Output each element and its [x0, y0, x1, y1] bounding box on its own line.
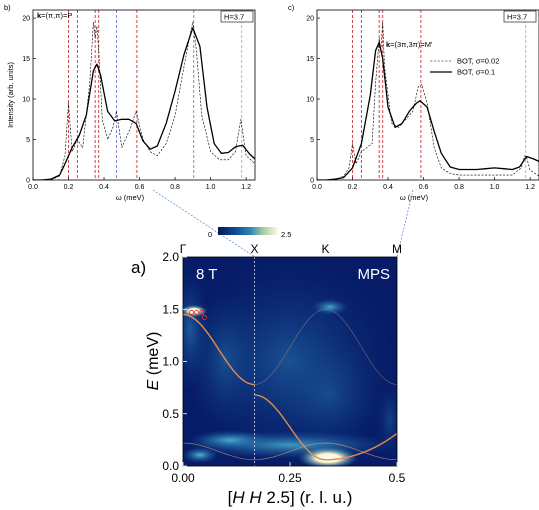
y-ticks-c: 0 5 10 15 20	[306, 16, 320, 185]
heatmap-image	[183, 257, 397, 466]
legend-label-dashed: BOT, σ=0.02	[457, 57, 499, 66]
axes-frame-c	[316, 9, 539, 181]
y-ticks-a: 0.0 0.5 1.0 1.5 2.0	[162, 250, 187, 473]
series-b	[33, 21, 255, 180]
x-tick-label: 0.25	[278, 471, 302, 485]
measured-points	[189, 309, 207, 321]
measured-point	[194, 309, 200, 315]
x-tick-label: 1.2	[525, 184, 535, 191]
y-tick-label: 20	[306, 16, 314, 23]
x-tick-label: 0.2	[64, 184, 74, 191]
legend-c: BOT, σ=0.02 BOT, σ=0.1	[430, 57, 499, 77]
sample-label: MPS	[357, 266, 390, 283]
y-tick-label: 0	[26, 178, 30, 185]
y-tick-label: 10	[306, 97, 314, 104]
y-tick-label: 0.5	[162, 407, 179, 421]
series-smooth	[317, 41, 539, 180]
y-tick-label: 1.5	[162, 302, 179, 316]
measured-point	[199, 309, 205, 315]
panel-label-b: b)	[4, 3, 11, 12]
x-tick-label: 0.5	[389, 471, 406, 485]
y-tick-label: 15	[22, 56, 30, 63]
x-tick-label: 0.8	[170, 184, 180, 191]
bottom-dispersion	[183, 442, 397, 461]
measured-point	[189, 309, 195, 315]
h-label-c: H=3.7	[507, 13, 527, 22]
h-label-b: H=3.7	[224, 13, 244, 22]
h-box-c	[503, 10, 537, 23]
x-tick-label: 1.0	[490, 184, 500, 191]
y-axis-label-a: E (meV)	[145, 332, 162, 391]
legend-label-solid: BOT, σ=0.1	[457, 68, 495, 77]
main-dispersion	[183, 313, 255, 386]
x-axis-label-b: ω (meV)	[116, 193, 145, 202]
y-tick-label: 1.0	[162, 355, 179, 369]
dispersion-heatmap: 0.00 0.25 0.5 0.0 0.5 1.0 1.5 2.0 Γ X K M 8 T MPS…	[131, 227, 406, 507]
x-tick-label: 0.2	[348, 184, 358, 191]
field-label: 8 T	[196, 266, 217, 283]
y-tick-label: 10	[22, 97, 30, 104]
axes-frame-b	[32, 9, 256, 181]
colorbar-min: 0	[208, 230, 212, 239]
x-axis-label-c: ω (meV)	[400, 193, 429, 202]
high-symmetry-label: X	[250, 242, 258, 256]
panel-label-c: c)	[288, 3, 295, 12]
upper-dispersion	[254, 308, 397, 385]
k-label-c: k=(3π,3π)=M'	[386, 40, 433, 49]
series-c	[317, 21, 539, 180]
y-axis-label-b: Intensity (arb. units)	[6, 62, 15, 128]
x-ticks-b: 0.0 0.2 0.4 0.6 0.8 1.0 1.2	[28, 177, 251, 191]
mode-lines-b	[68, 10, 243, 180]
high-symmetry-label: M	[392, 242, 402, 256]
connector-x	[152, 189, 256, 258]
x-tick-label: 0.0	[28, 184, 38, 191]
x-tick-label: 0.4	[383, 184, 393, 191]
x-ticks-a: 0.00 0.25 0.5	[171, 462, 406, 485]
high-symmetry-label: Γ	[180, 242, 187, 256]
y-tick-label: 0.0	[162, 459, 179, 473]
mode-lines-c	[352, 10, 527, 180]
x-tick-label: 0.8	[454, 184, 464, 191]
y-ticks-b: 0 5 10 15 20	[22, 16, 36, 185]
y-tick-label: 2.0	[162, 250, 179, 264]
x-tick-label: 0.6	[419, 184, 429, 191]
x-tick-label: 0.6	[135, 184, 145, 191]
x-tick-label: 0.4	[99, 184, 109, 191]
x-tick-label: 0.00	[171, 471, 195, 485]
x-tick-label: 1.0	[206, 184, 216, 191]
measured-point	[201, 315, 207, 321]
x-tick-label: 0.0	[312, 184, 322, 191]
connector-m	[396, 189, 414, 258]
x-tick-label: 1.2	[241, 184, 251, 191]
panel-label-a: a)	[131, 258, 146, 277]
series-sharp	[317, 21, 539, 180]
x-ticks-c: 0.0 0.2 0.4 0.6 0.8 1.0 1.2	[312, 177, 535, 191]
k-label-b: k=(π,π)=P	[37, 11, 72, 20]
colorbar-max: 2.5	[281, 230, 291, 239]
lower-dispersion	[254, 394, 397, 461]
y-tick-label: 20	[22, 16, 30, 23]
spectrum-panel-c: 0.0 0.2 0.4 0.6 0.8 1.0 1.2 0 5 10 15 20 c) k=(3π,…	[288, 3, 539, 202]
h-box-b	[220, 10, 254, 23]
y-tick-label: 5	[310, 137, 314, 144]
colorbar	[218, 227, 278, 235]
high-symmetry-label: K	[322, 242, 330, 256]
spectrum-panel-b: 0.0 0.2 0.4 0.6 0.8 1.0 1.2 0 5 10 15 20 b) k=(π,π…	[4, 3, 256, 202]
series-smooth	[33, 27, 255, 180]
y-tick-label: 0	[310, 178, 314, 185]
y-tick-label: 15	[306, 56, 314, 63]
x-axis-label-a: [H H 2.5] (r. l. u.)	[228, 488, 353, 507]
y-tick-label: 5	[26, 137, 30, 144]
series-sharp	[33, 21, 255, 180]
